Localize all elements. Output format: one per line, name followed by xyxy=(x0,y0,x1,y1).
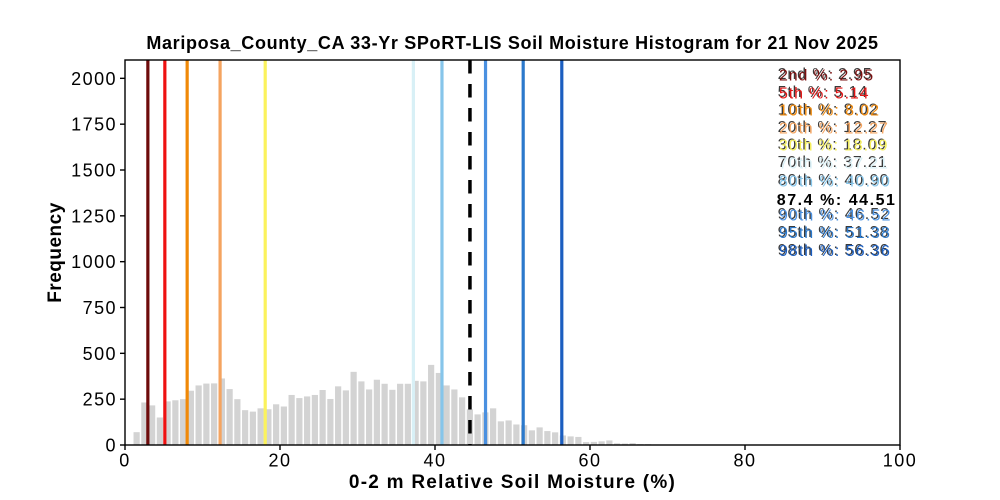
svg-text:80: 80 xyxy=(734,450,757,470)
svg-text:90th %: 46.52: 90th %: 46.52 xyxy=(778,206,891,223)
svg-text:70th %: 37.21: 70th %: 37.21 xyxy=(778,154,888,171)
svg-text:87.4 %: 44.51: 87.4 %: 44.51 xyxy=(777,192,897,209)
svg-text:0: 0 xyxy=(106,436,117,456)
svg-text:2000: 2000 xyxy=(71,69,117,89)
svg-text:20th %: 12.27: 20th %: 12.27 xyxy=(779,120,889,137)
svg-text:10th %: 8.02: 10th %: 8.02 xyxy=(779,102,880,119)
svg-text:30th %: 18.09: 30th %: 18.09 xyxy=(778,137,887,154)
svg-text:60: 60 xyxy=(579,450,602,470)
svg-text:20th %: 12.27: 20th %: 12.27 xyxy=(778,119,888,136)
svg-text:98th %: 56.36: 98th %: 56.36 xyxy=(778,242,890,259)
svg-text:95th %: 51.38: 95th %: 51.38 xyxy=(779,225,891,242)
svg-text:10th %: 8.02: 10th %: 8.02 xyxy=(778,101,879,118)
svg-text:40: 40 xyxy=(424,450,447,470)
svg-text:1500: 1500 xyxy=(71,161,117,181)
svg-text:250: 250 xyxy=(83,390,117,410)
svg-text:750: 750 xyxy=(83,298,117,318)
svg-text:500: 500 xyxy=(83,344,117,364)
svg-text:2nd %: 2.95: 2nd %: 2.95 xyxy=(778,66,873,83)
svg-text:90th %: 46.52: 90th %: 46.52 xyxy=(779,207,892,224)
svg-text:70th %: 37.21: 70th %: 37.21 xyxy=(779,155,889,172)
svg-text:5th %: 5.14: 5th %: 5.14 xyxy=(778,84,868,101)
svg-text:80th %: 40.90: 80th %: 40.90 xyxy=(779,173,891,190)
svg-text:5th %: 5.14: 5th %: 5.14 xyxy=(779,85,869,102)
svg-text:1250: 1250 xyxy=(71,206,117,226)
svg-text:Frequency: Frequency xyxy=(45,202,66,303)
svg-text:Mariposa_County_CA 33-Yr SPoRT: Mariposa_County_CA 33-Yr SPoRT-LIS Soil … xyxy=(146,33,878,53)
svg-text:0: 0 xyxy=(119,450,130,470)
svg-text:30th %: 18.09: 30th %: 18.09 xyxy=(779,138,888,155)
svg-text:95th %: 51.38: 95th %: 51.38 xyxy=(778,224,890,241)
svg-text:1000: 1000 xyxy=(71,252,117,272)
svg-text:0-2 m Relative Soil Moisture (: 0-2 m Relative Soil Moisture (%) xyxy=(349,472,676,493)
svg-text:100: 100 xyxy=(883,450,917,470)
svg-text:20: 20 xyxy=(269,450,292,470)
svg-text:80th %: 40.90: 80th %: 40.90 xyxy=(778,172,890,189)
svg-text:98th %: 56.36: 98th %: 56.36 xyxy=(779,243,891,260)
svg-text:1750: 1750 xyxy=(71,115,117,135)
svg-text:2nd %: 2.95: 2nd %: 2.95 xyxy=(779,67,874,84)
